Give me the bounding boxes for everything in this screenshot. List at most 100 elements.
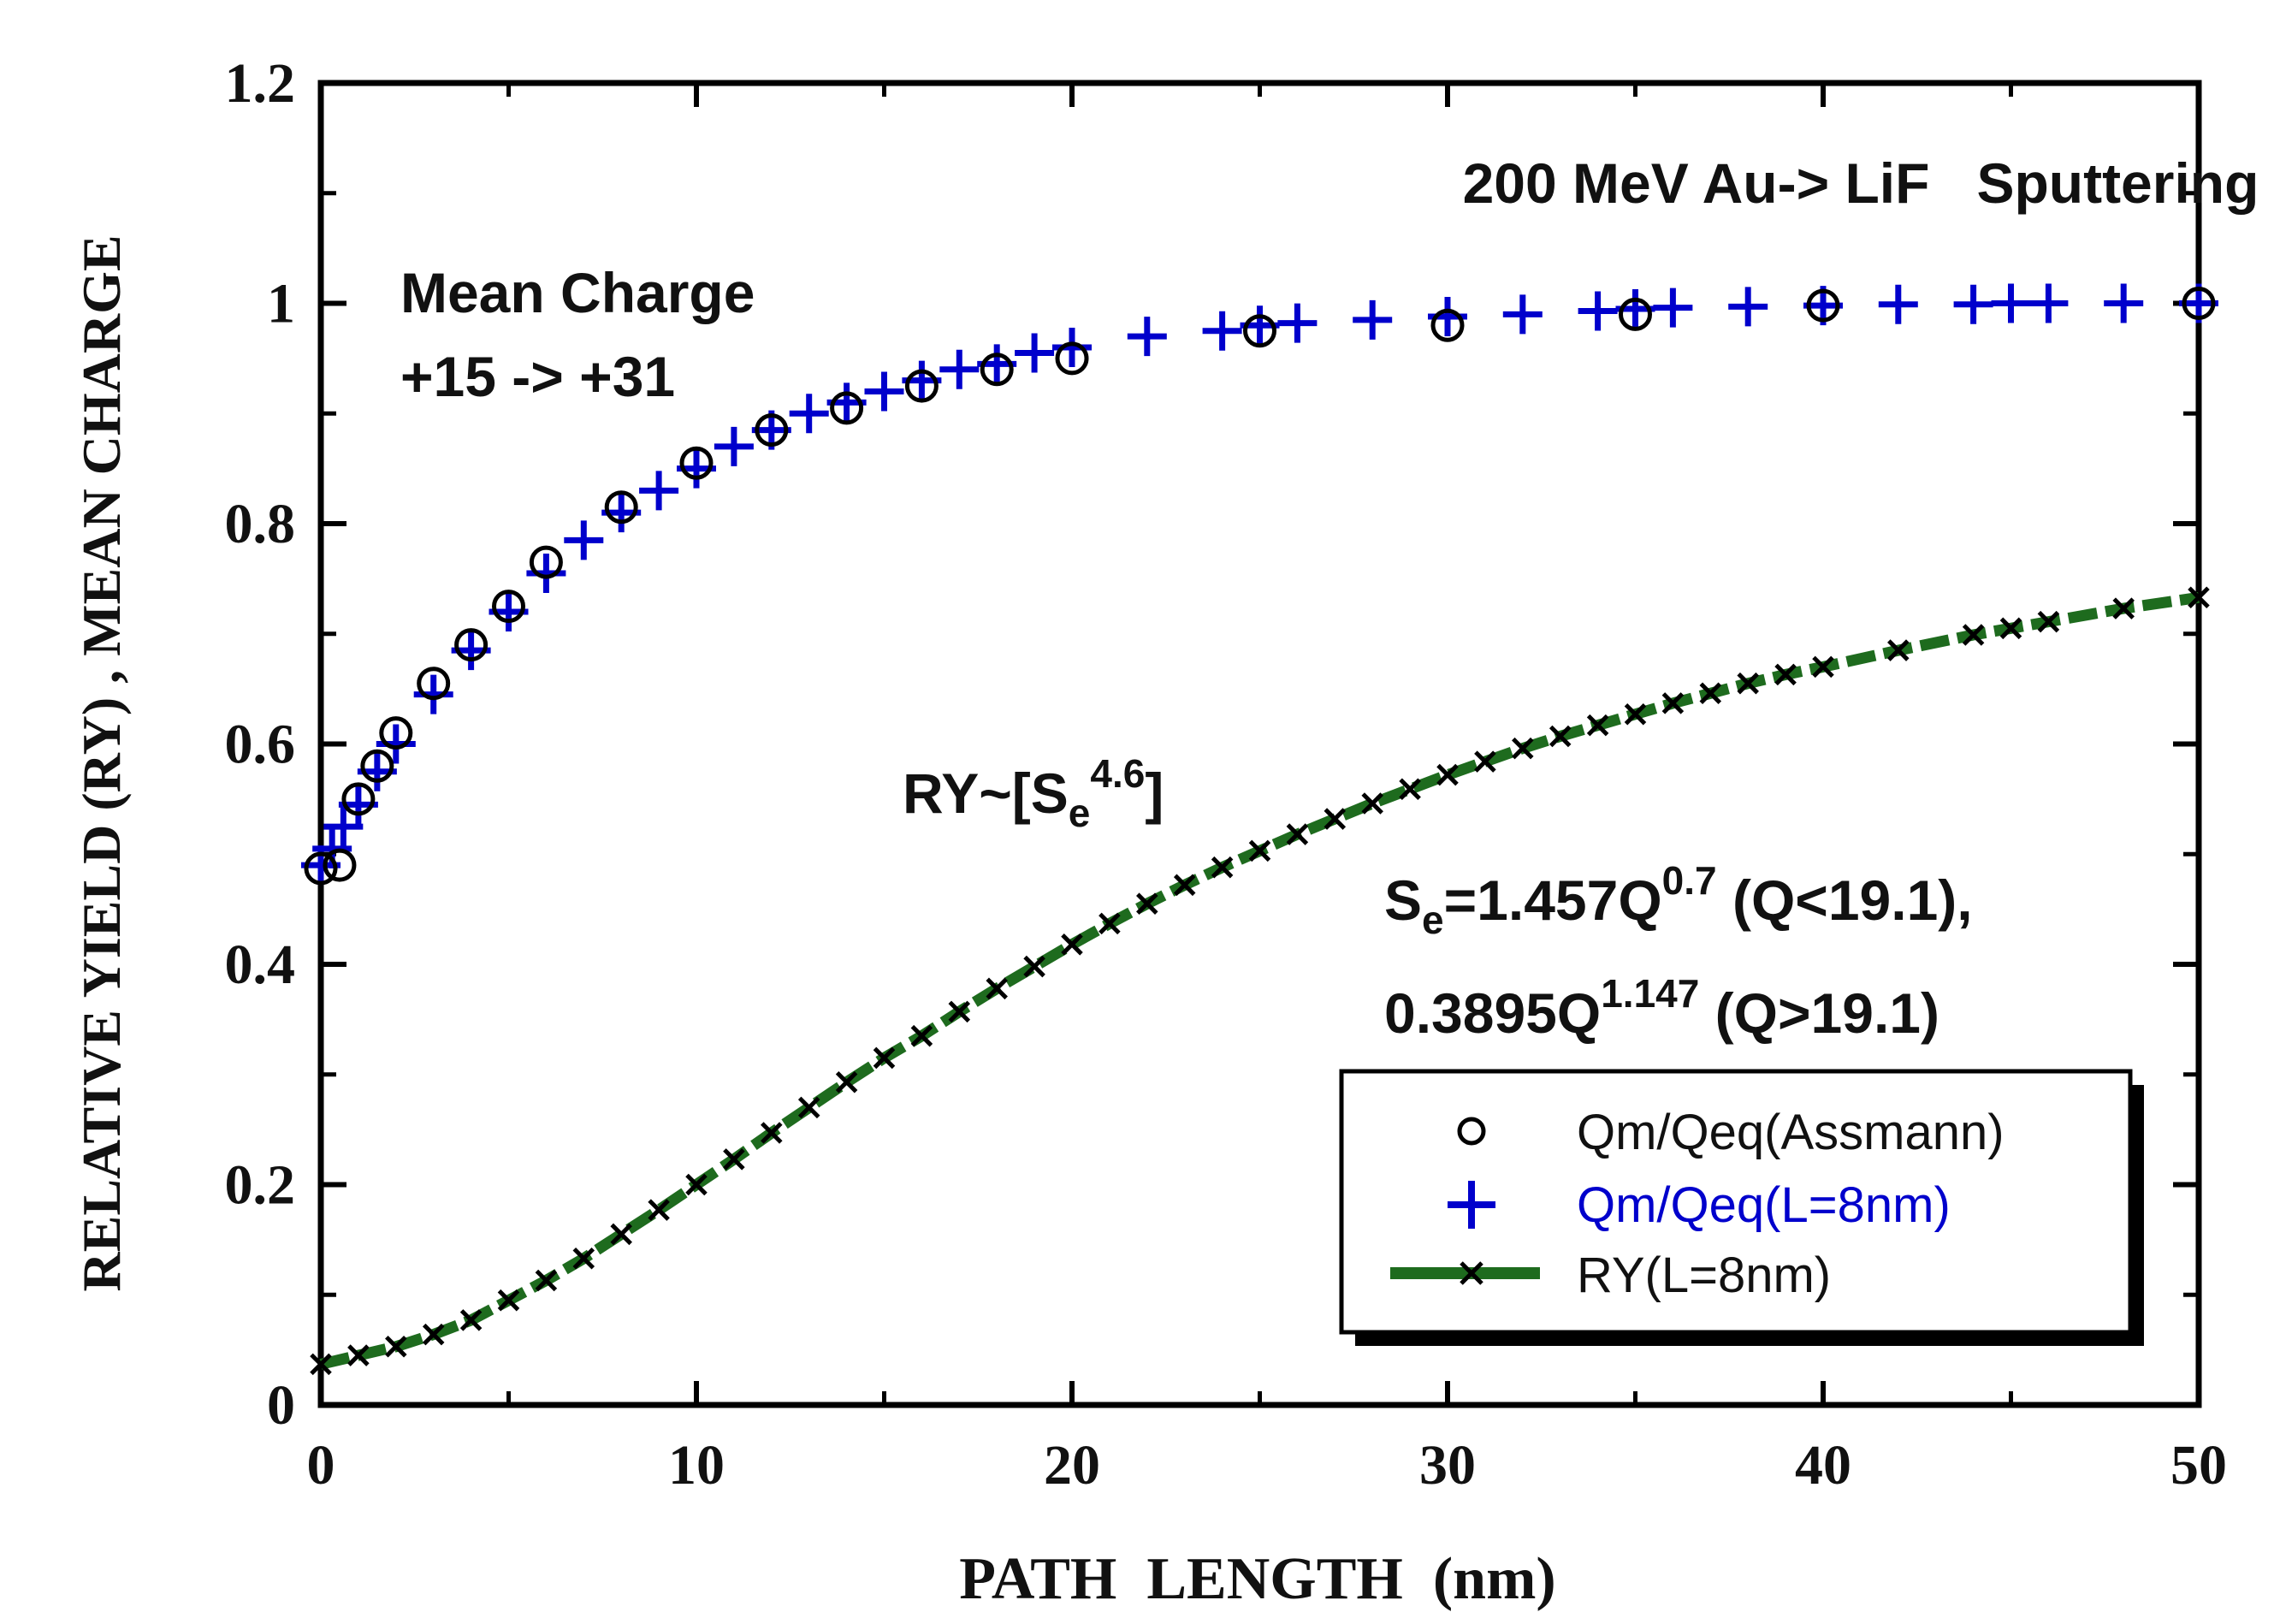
ry-point xyxy=(835,1070,858,1094)
chart-title: 200 MeV Au-> LiF Sputtering xyxy=(1463,151,2259,215)
ry-point xyxy=(1737,672,1759,695)
ry-point-stroke xyxy=(873,1046,896,1070)
legend-plus-marker xyxy=(1448,1181,1495,1229)
ry-formula-prefix: RY~[S xyxy=(903,762,1069,825)
ry-point xyxy=(761,1122,783,1144)
ry-point xyxy=(572,1247,595,1270)
y-tick-label: 0.2 xyxy=(225,1154,296,1217)
qm-l8nm-point xyxy=(564,520,604,560)
legend-label-l8nm: Qm/Qeq(L=8nm) xyxy=(1577,1177,1951,1233)
qm-l8nm-point xyxy=(376,724,416,764)
ry-point-stroke xyxy=(1549,725,1572,748)
qm-l8nm-point xyxy=(864,371,904,412)
ry-point xyxy=(1962,624,1985,646)
ry-point-stroke xyxy=(1399,778,1421,801)
ry-point xyxy=(1061,934,1083,956)
ry-point xyxy=(1286,823,1309,845)
qm-assmann-point xyxy=(755,413,789,447)
ry-point xyxy=(2188,586,2210,609)
ry-point xyxy=(685,1173,708,1196)
ry-point xyxy=(1624,702,1647,726)
ry-point xyxy=(1699,682,1722,705)
ry-point xyxy=(1661,692,1685,714)
qm-assmann-point xyxy=(341,782,376,816)
legend-circle-marker xyxy=(1457,1117,1486,1146)
ry-point xyxy=(2112,597,2135,619)
ry-point-stroke xyxy=(761,1122,783,1144)
ry-point-stroke xyxy=(1624,702,1647,726)
annotation-se-formula-line2: 0.3895Q1.147 (Q>19.1) xyxy=(1384,971,1939,1045)
qm-l8nm-point xyxy=(1653,287,1693,328)
ry-point xyxy=(1173,874,1196,897)
qm-l8nm-point xyxy=(1728,287,1768,327)
legend-x-marker xyxy=(1460,1261,1483,1285)
qm-assmann-point xyxy=(454,628,489,662)
ry-point xyxy=(422,1323,445,1346)
ry-point-stroke xyxy=(310,1353,332,1376)
ry-point-stroke xyxy=(1173,874,1196,897)
ry-point-stroke xyxy=(797,1096,820,1119)
x-axis-label: PATH LENGTH (nm) xyxy=(959,1546,1555,1612)
ry-point-stroke xyxy=(1512,737,1534,760)
ry-point-stroke xyxy=(835,1070,858,1094)
ry-point xyxy=(497,1289,520,1312)
ry-point-stroke xyxy=(1661,692,1685,714)
qm-l8nm-point xyxy=(789,394,829,434)
ry-point xyxy=(910,1024,933,1047)
y-tick-label: 0 xyxy=(267,1374,295,1437)
ry-point xyxy=(723,1148,745,1171)
y-axis-label: RELATIVE YIELD (RY) , MEAN CHARGE xyxy=(71,234,132,1291)
qm-assmann-point xyxy=(529,545,563,579)
ry-point xyxy=(2037,610,2060,633)
ry-point xyxy=(797,1096,820,1119)
qm-assmann-point xyxy=(379,716,413,750)
qm-assmann-point xyxy=(1619,297,1652,331)
ry-point-stroke xyxy=(1737,672,1759,695)
ry-formula-suffix: ] xyxy=(1145,762,1164,825)
ry-point xyxy=(1211,856,1234,879)
qm-l8nm-point xyxy=(1052,328,1092,367)
qm-l8nm-point xyxy=(1127,317,1167,357)
annotation-se-formula-line1: Se=1.457Q0.7 (Q<19.1), xyxy=(1384,858,1973,942)
qm-l8nm-point xyxy=(939,349,980,389)
x-tick-label: 40 xyxy=(1795,1434,1851,1497)
qm-assmann-point xyxy=(1055,341,1089,376)
ry-point xyxy=(385,1335,407,1358)
ry-point xyxy=(535,1269,558,1292)
ry-point xyxy=(310,1353,332,1376)
ry-point-stroke xyxy=(1474,750,1496,773)
ry-formula-sub: e xyxy=(1069,791,1091,835)
ry-point-stroke xyxy=(1887,639,1910,661)
ry-point-stroke xyxy=(1023,955,1045,978)
ry-point xyxy=(986,977,1008,1000)
y-tick-label: 1.2 xyxy=(225,52,296,115)
ry-point xyxy=(1324,808,1347,830)
se-line2-prefix: 0.3895Q xyxy=(1384,981,1601,1045)
qm-l8nm-point xyxy=(639,471,679,511)
qm-l8nm-point xyxy=(1202,311,1242,351)
ry-point-stroke xyxy=(535,1269,558,1292)
qm-assmann-point xyxy=(1243,314,1276,348)
qm-l8nm-point xyxy=(413,674,453,714)
ry-formula-sup: 4.6 xyxy=(1090,751,1145,796)
ry-point xyxy=(347,1344,370,1366)
ry-point-stroke xyxy=(1586,714,1609,737)
se-line2-sup: 1.147 xyxy=(1601,971,1699,1016)
ry-point-stroke xyxy=(1248,839,1271,862)
qm-assmann-point xyxy=(679,446,714,480)
qm-assmann-point xyxy=(830,391,864,425)
ry-point-stroke xyxy=(685,1173,708,1196)
ry-point xyxy=(1774,663,1797,686)
ry-point-stroke xyxy=(572,1247,595,1270)
ry-point-stroke xyxy=(986,977,1008,1000)
qm-l8nm-point xyxy=(323,807,364,847)
qm-l8nm-point xyxy=(2028,283,2069,323)
ry-point xyxy=(948,1000,971,1023)
qm-assmann-point xyxy=(417,667,451,701)
ry-point-stroke xyxy=(1699,682,1722,705)
qm-l8nm-point xyxy=(1578,291,1618,331)
qm-l8nm-point xyxy=(1015,333,1055,373)
ry-point xyxy=(873,1046,896,1070)
ry-point xyxy=(1099,912,1121,935)
